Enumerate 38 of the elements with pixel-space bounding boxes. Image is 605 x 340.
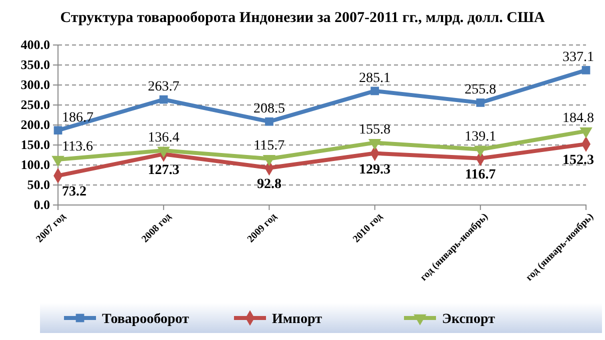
y-tick-label: 300.0 (20, 77, 50, 92)
legend-label: Экспорт (442, 312, 496, 327)
data-label: 255.8 (464, 82, 496, 98)
point (52, 156, 64, 167)
data-label: 184.8 (562, 111, 594, 126)
y-tick-label: 400.0 (20, 37, 50, 52)
chart-title: Структура товарооборота Индонезии за 2007-2011 гг., млрд. долл. США (60, 10, 545, 26)
y-tick-label: 250.0 (20, 97, 50, 112)
data-label: 113.6 (62, 140, 93, 155)
data-label: 152.3 (562, 153, 594, 168)
data-label: 116.7 (465, 167, 496, 182)
point (476, 98, 485, 107)
data-label: 139.1 (464, 129, 496, 144)
data-label: 127.3 (148, 163, 180, 178)
legend-label: Импорт (272, 312, 322, 327)
data-label: 155.8 (359, 122, 391, 138)
point (370, 86, 379, 96)
point (582, 66, 590, 74)
point (54, 126, 62, 135)
point (265, 117, 274, 126)
y-tick-label: 150.0 (20, 137, 50, 152)
data-label: 208.5 (253, 102, 285, 117)
point (159, 95, 168, 104)
legend-label: Товарооборот (102, 312, 190, 327)
data-label: 186.7 (62, 110, 94, 126)
data-label: 129.3 (359, 162, 391, 178)
y-tick-label: 350.0 (20, 57, 50, 72)
y-tick-label: 100.0 (20, 157, 50, 172)
y-tick-label: 200.0 (20, 117, 50, 132)
data-label: 263.7 (148, 80, 180, 95)
y-tick-label: 0.0 (34, 197, 50, 212)
data-label: 92.8 (256, 176, 282, 192)
data-label: 337.1 (562, 50, 594, 66)
y-tick-label: 50.0 (27, 177, 50, 192)
data-label: 115.7 (254, 138, 285, 154)
data-label: 285.1 (359, 70, 391, 86)
data-label: 136.4 (148, 130, 180, 146)
data-label: 73.2 (62, 184, 86, 200)
